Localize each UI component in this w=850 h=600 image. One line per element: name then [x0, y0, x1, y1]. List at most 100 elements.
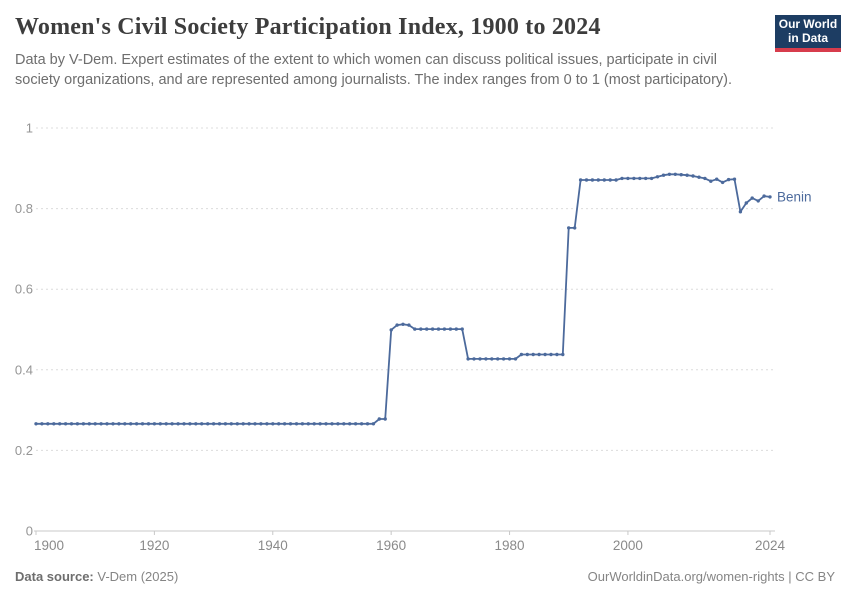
data-point[interactable]	[288, 422, 293, 426]
data-point[interactable]	[395, 323, 399, 327]
data-point[interactable]	[140, 422, 145, 426]
data-point[interactable]	[259, 422, 263, 426]
data-point[interactable]	[407, 323, 411, 327]
data-point[interactable]	[300, 422, 305, 426]
data-point[interactable]	[200, 422, 204, 426]
data-point[interactable]	[691, 174, 695, 178]
data-point[interactable]	[478, 357, 482, 361]
data-point[interactable]	[318, 422, 322, 426]
data-point[interactable]	[401, 322, 405, 326]
data-point[interactable]	[152, 422, 157, 426]
data-point[interactable]	[697, 175, 701, 179]
data-point[interactable]	[223, 422, 228, 426]
data-point[interactable]	[111, 422, 115, 426]
data-point[interactable]	[496, 357, 500, 361]
data-point[interactable]	[584, 178, 589, 182]
data-point[interactable]	[294, 422, 299, 426]
data-point[interactable]	[206, 422, 210, 426]
data-point[interactable]	[507, 357, 512, 361]
data-point[interactable]	[58, 422, 62, 426]
data-point[interactable]	[34, 422, 38, 426]
series-line-benin[interactable]	[36, 173, 771, 425]
data-point[interactable]	[383, 417, 387, 421]
data-point[interactable]	[330, 422, 334, 426]
data-point[interactable]	[679, 173, 683, 177]
data-point[interactable]	[123, 422, 127, 426]
data-point[interactable]	[129, 422, 133, 426]
data-point[interactable]	[709, 179, 713, 183]
data-point[interactable]	[744, 201, 748, 205]
data-point[interactable]	[644, 176, 648, 181]
data-point[interactable]	[182, 422, 186, 426]
data-point[interactable]	[46, 422, 50, 426]
data-point[interactable]	[513, 357, 518, 361]
data-point[interactable]	[732, 177, 737, 181]
data-point[interactable]	[235, 422, 239, 426]
data-point[interactable]	[543, 352, 547, 357]
data-point[interactable]	[661, 173, 666, 177]
data-point[interactable]	[217, 422, 222, 426]
data-point[interactable]	[490, 357, 494, 361]
data-point[interactable]	[555, 352, 559, 357]
data-point[interactable]	[638, 176, 642, 181]
data-point[interactable]	[170, 422, 174, 426]
data-point[interactable]	[673, 172, 677, 176]
data-point[interactable]	[501, 357, 506, 361]
data-point[interactable]	[241, 422, 245, 426]
data-point[interactable]	[359, 422, 364, 426]
data-point[interactable]	[365, 422, 370, 426]
data-point[interactable]	[176, 422, 180, 426]
data-point[interactable]	[726, 177, 731, 182]
data-point[interactable]	[188, 422, 192, 426]
owid-logo[interactable]: Our World in Data	[775, 15, 841, 52]
data-point[interactable]	[590, 178, 595, 182]
data-point[interactable]	[146, 422, 151, 426]
data-point[interactable]	[253, 422, 257, 426]
data-point[interactable]	[649, 176, 654, 181]
data-point[interactable]	[271, 422, 275, 426]
data-point[interactable]	[247, 422, 251, 426]
data-point[interactable]	[164, 422, 168, 426]
data-point[interactable]	[277, 422, 281, 426]
data-point[interactable]	[525, 352, 529, 357]
data-point[interactable]	[371, 422, 376, 426]
data-point[interactable]	[602, 178, 606, 182]
data-point[interactable]	[762, 194, 766, 198]
data-point[interactable]	[52, 422, 56, 426]
data-point[interactable]	[460, 327, 464, 331]
data-point[interactable]	[703, 176, 707, 181]
data-point[interactable]	[342, 422, 346, 426]
data-point[interactable]	[578, 178, 583, 182]
data-point[interactable]	[87, 422, 92, 426]
data-point[interactable]	[348, 422, 352, 426]
data-point[interactable]	[738, 210, 743, 214]
data-point[interactable]	[312, 422, 316, 426]
data-point[interactable]	[561, 352, 565, 357]
data-point[interactable]	[614, 178, 618, 182]
data-point[interactable]	[211, 422, 216, 426]
data-point[interactable]	[720, 180, 725, 185]
data-point[interactable]	[40, 422, 44, 426]
data-point[interactable]	[484, 357, 488, 361]
chart-svg[interactable]: 0 0.2 0.4 0.6 0.8 1 1900 1920 1940 1960 1980 2000 20…	[0, 105, 850, 565]
data-point[interactable]	[573, 226, 577, 230]
data-point[interactable]	[105, 422, 109, 426]
data-point[interactable]	[413, 327, 417, 331]
data-point[interactable]	[99, 422, 103, 426]
data-point[interactable]	[768, 195, 772, 199]
data-point[interactable]	[158, 422, 162, 426]
data-point[interactable]	[448, 327, 453, 331]
data-point[interactable]	[596, 178, 600, 182]
data-point[interactable]	[63, 422, 68, 426]
data-point[interactable]	[353, 422, 358, 426]
data-point[interactable]	[715, 177, 719, 181]
data-point[interactable]	[685, 173, 689, 177]
data-point[interactable]	[667, 172, 672, 176]
data-point[interactable]	[537, 352, 541, 357]
data-point[interactable]	[229, 422, 233, 426]
data-point[interactable]	[81, 422, 86, 426]
data-point[interactable]	[632, 176, 636, 181]
data-point[interactable]	[194, 422, 198, 426]
data-point[interactable]	[472, 357, 476, 361]
data-point[interactable]	[93, 422, 97, 426]
